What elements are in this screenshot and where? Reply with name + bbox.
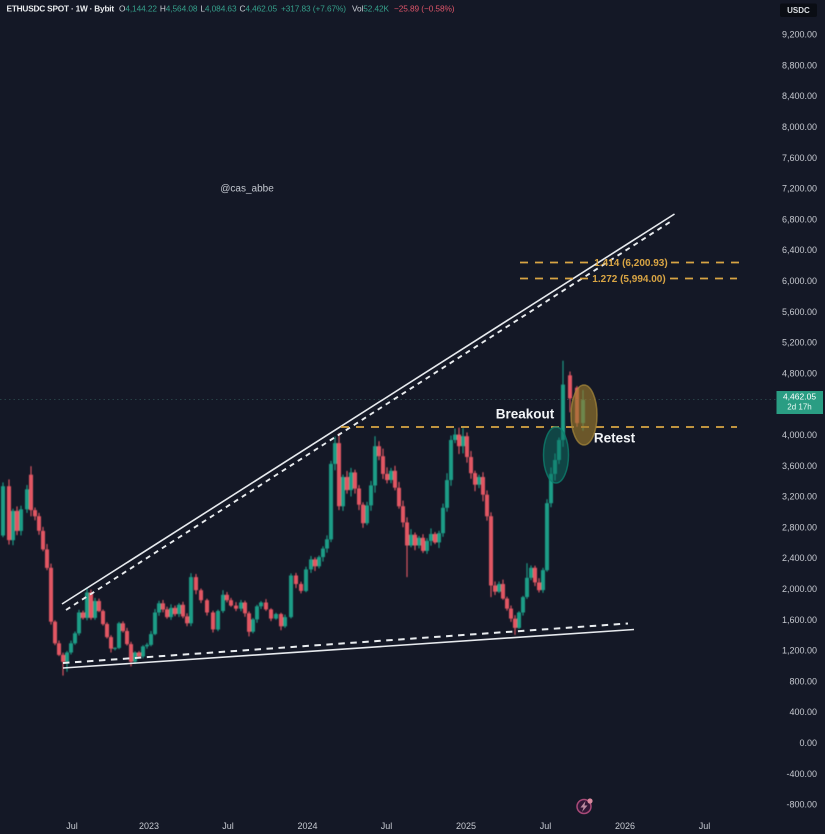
svg-text:8,000.00: 8,000.00 <box>782 122 817 132</box>
svg-text:800.00: 800.00 <box>789 676 817 686</box>
svg-text:6,400.00: 6,400.00 <box>782 245 817 255</box>
svg-text:Jul: Jul <box>540 821 552 831</box>
svg-text:400.00: 400.00 <box>789 707 817 717</box>
svg-text:2,800.00: 2,800.00 <box>782 522 817 532</box>
svg-text:4,462.05: 4,462.05 <box>783 392 816 402</box>
svg-text:3,200.00: 3,200.00 <box>782 492 817 502</box>
svg-text:2d 17h: 2d 17h <box>787 403 811 412</box>
svg-text:2025: 2025 <box>456 821 476 831</box>
svg-text:0.00: 0.00 <box>799 738 817 748</box>
svg-text:7,600.00: 7,600.00 <box>782 153 817 163</box>
svg-text:Jul: Jul <box>66 821 78 831</box>
svg-text:Jul: Jul <box>381 821 393 831</box>
svg-text:4,800.00: 4,800.00 <box>782 368 817 378</box>
svg-text:Jul: Jul <box>222 821 234 831</box>
svg-text:8,400.00: 8,400.00 <box>782 91 817 101</box>
svg-text:3,600.00: 3,600.00 <box>782 461 817 471</box>
svg-text:1.272 (5,994.00): 1.272 (5,994.00) <box>592 274 665 285</box>
svg-text:Jul: Jul <box>699 821 711 831</box>
svg-text:8,800.00: 8,800.00 <box>782 60 817 70</box>
svg-text:4,000.00: 4,000.00 <box>782 430 817 440</box>
svg-text:-800.00: -800.00 <box>786 800 817 810</box>
svg-text:6,000.00: 6,000.00 <box>782 276 817 286</box>
svg-text:2026: 2026 <box>615 821 635 831</box>
svg-text:Breakout: Breakout <box>496 407 555 422</box>
svg-text:6,800.00: 6,800.00 <box>782 214 817 224</box>
svg-text:2024: 2024 <box>297 821 317 831</box>
svg-text:1,600.00: 1,600.00 <box>782 615 817 625</box>
svg-text:@cas_abbe: @cas_abbe <box>220 184 274 195</box>
svg-text:7,200.00: 7,200.00 <box>782 184 817 194</box>
svg-text:5,200.00: 5,200.00 <box>782 338 817 348</box>
svg-text:Retest: Retest <box>594 431 636 446</box>
svg-text:5,600.00: 5,600.00 <box>782 307 817 317</box>
svg-text:2,000.00: 2,000.00 <box>782 584 817 594</box>
svg-text:2,400.00: 2,400.00 <box>782 553 817 563</box>
svg-text:-400.00: -400.00 <box>786 769 817 779</box>
svg-text:2023: 2023 <box>139 821 159 831</box>
svg-text:1,200.00: 1,200.00 <box>782 646 817 656</box>
svg-text:USDC: USDC <box>787 6 810 15</box>
svg-text:9,200.00: 9,200.00 <box>782 30 817 40</box>
svg-text:1.414 (6,200.93): 1.414 (6,200.93) <box>594 258 667 269</box>
